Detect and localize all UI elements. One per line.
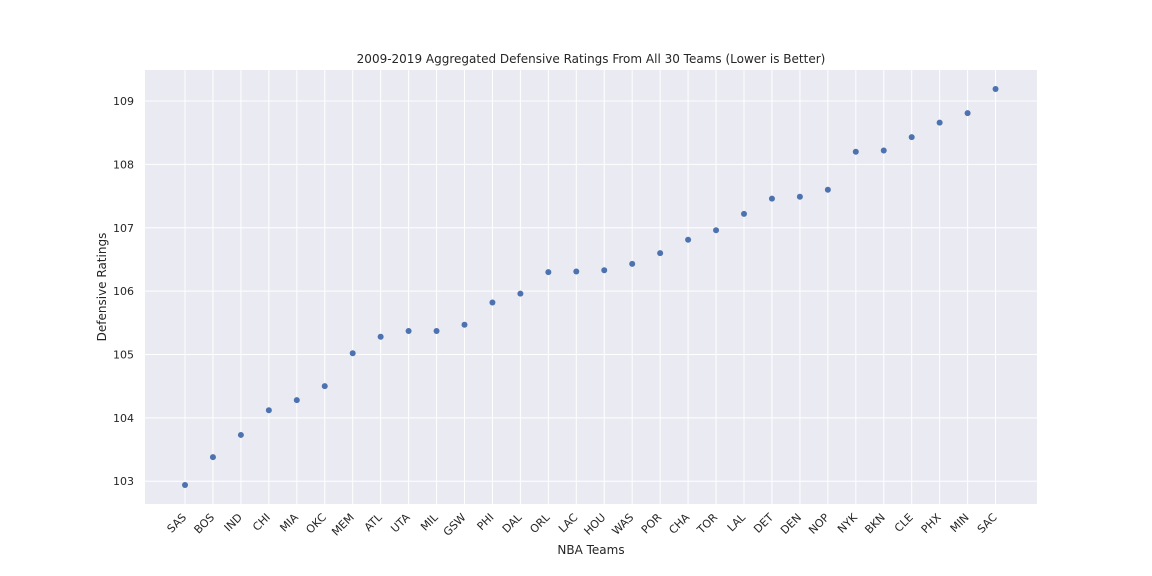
y-tick-label: 104 xyxy=(113,412,134,425)
x-axis-label: NBA Teams xyxy=(557,543,624,557)
x-tick-label-min: MIN xyxy=(948,511,972,535)
data-point-lal xyxy=(741,210,747,217)
x-tick-label-was: WAS xyxy=(610,511,637,538)
data-point-ind xyxy=(237,431,244,438)
x-tick-label-lac: LAC xyxy=(556,511,581,536)
y-tick-label: 103 xyxy=(113,475,134,488)
x-tick-label-mia: MIA xyxy=(277,511,301,535)
y-tick-label: 109 xyxy=(113,95,134,108)
data-point-phi xyxy=(489,299,496,306)
data-point-uta xyxy=(405,328,412,335)
data-point-atl xyxy=(377,333,384,340)
data-points xyxy=(182,86,999,488)
x-tick-label-uta: UTA xyxy=(388,511,413,536)
data-point-det xyxy=(768,195,775,202)
data-point-dal xyxy=(517,290,524,297)
data-point-tor xyxy=(713,227,720,234)
data-point-nyk xyxy=(852,148,859,155)
x-tick-label-nyk: NYK xyxy=(835,510,860,535)
data-point-sac xyxy=(992,86,999,93)
x-tick-label-den: DEN xyxy=(778,511,804,537)
data-point-lac xyxy=(573,268,580,275)
x-tick-label-cle: CLE xyxy=(892,511,916,535)
plot-area xyxy=(145,70,1037,504)
x-tick-label-cha: CHA xyxy=(666,511,692,537)
x-tick-label-phi: PHI xyxy=(475,511,497,533)
y-tick-label: 105 xyxy=(113,348,134,361)
x-tick-label-lal: LAL xyxy=(725,510,749,534)
data-point-hou xyxy=(601,267,608,274)
data-point-mem xyxy=(349,350,356,357)
x-tick-label-sas: SAS xyxy=(165,511,190,536)
x-tick-label-mil: MIL xyxy=(418,510,441,533)
grid xyxy=(145,70,1037,504)
data-point-den xyxy=(796,193,803,200)
data-point-mia xyxy=(293,397,300,404)
data-point-chi xyxy=(265,407,272,414)
data-point-cle xyxy=(908,134,915,141)
x-tick-label-chi: CHI xyxy=(250,511,273,534)
x-axis: SAS BOS IND CHI MIA OKC MEM ATL UTA MIL GSW PHI DAL O… xyxy=(165,510,1000,538)
x-tick-label-ind: IND xyxy=(222,511,245,534)
data-point-bos xyxy=(209,454,216,461)
x-tick-label-por: POR xyxy=(639,511,665,537)
chart-title: 2009-2019 Aggregated Defensive Ratings F… xyxy=(357,52,826,66)
data-point-gsw xyxy=(461,321,468,328)
x-tick-label-mem: MEM xyxy=(329,511,357,539)
x-tick-label-phx: PHX xyxy=(919,511,944,536)
x-tick-label-det: DET xyxy=(751,511,776,536)
y-tick-label: 106 xyxy=(113,285,134,298)
x-tick-label-tor: TOR xyxy=(694,511,720,537)
data-point-min xyxy=(964,110,971,117)
x-tick-label-dal: DAL xyxy=(500,510,525,535)
x-tick-label-bos: BOS xyxy=(192,511,217,536)
data-point-nop xyxy=(824,186,831,193)
data-point-cha xyxy=(685,236,692,243)
x-tick-label-hou: HOU xyxy=(582,511,609,538)
data-point-mil xyxy=(433,328,440,335)
data-point-bkn xyxy=(880,147,887,154)
data-point-phx xyxy=(936,119,943,126)
x-tick-label-okc: OKC xyxy=(303,511,329,537)
y-axis-label: Defensive Ratings xyxy=(95,233,109,342)
y-tick-label: 108 xyxy=(113,158,134,171)
x-tick-label-gsw: GSW xyxy=(441,511,469,539)
x-tick-label-atl: ATL xyxy=(362,510,386,534)
x-tick-label-orl: ORL xyxy=(527,510,553,536)
data-point-was xyxy=(629,260,636,267)
x-tick-label-bkn: BKN xyxy=(862,511,887,536)
data-point-okc xyxy=(321,383,328,390)
data-point-orl xyxy=(545,269,552,276)
y-axis: 103 104 105 106 107 108 109 xyxy=(113,95,134,488)
data-point-por xyxy=(657,250,664,257)
x-tick-label-sac: SAC xyxy=(975,511,1000,536)
data-point-sas xyxy=(182,481,188,488)
x-tick-label-nop: NOP xyxy=(806,511,832,537)
y-tick-label: 107 xyxy=(113,222,134,235)
